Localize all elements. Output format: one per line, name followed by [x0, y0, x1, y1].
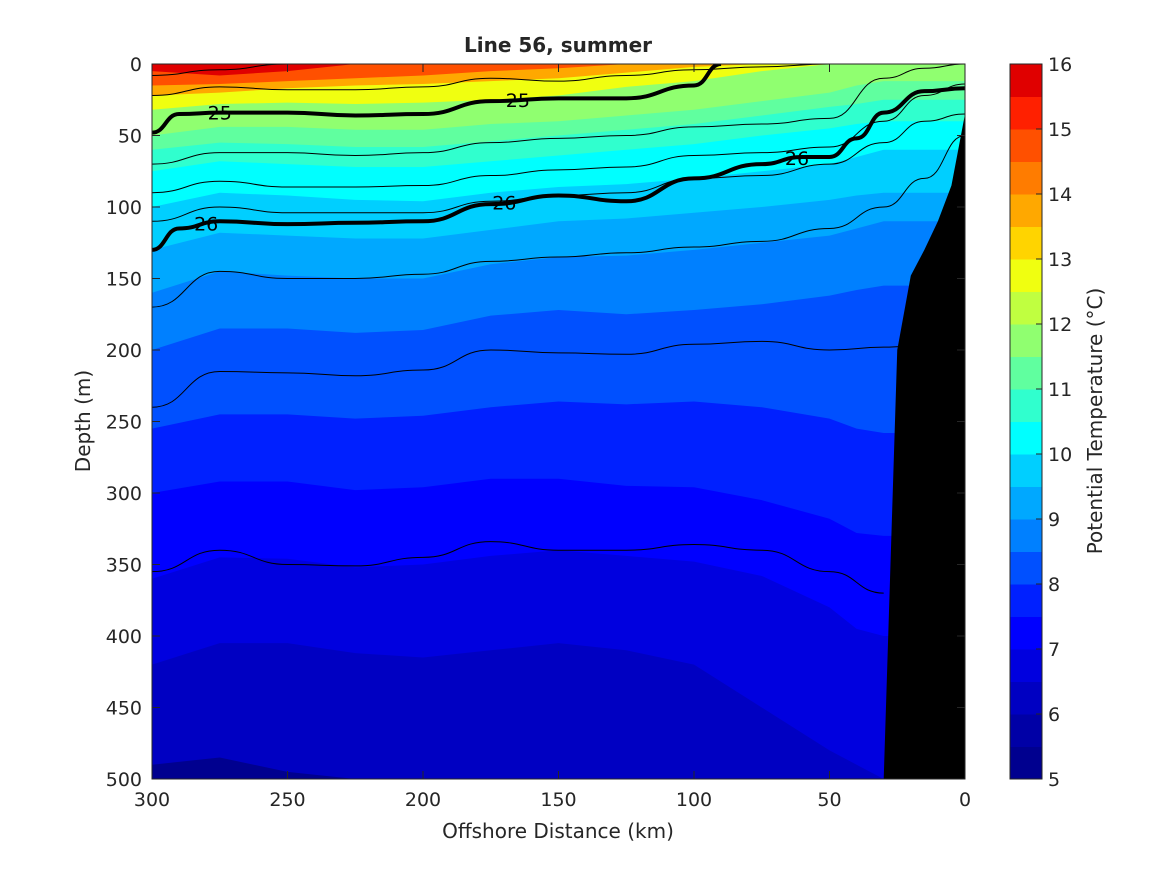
colorbar-tick-label: 16 [1048, 54, 1072, 76]
density-contour-26 [152, 86, 965, 252]
density-contour-thin-5 [152, 135, 965, 308]
colorbar-tick-label: 5 [1048, 769, 1060, 791]
colorbar-swatch [1010, 226, 1042, 260]
temperature-fills [152, 64, 965, 779]
colorbar-swatch [1010, 64, 1042, 97]
colorbar-tick-label: 13 [1048, 249, 1072, 271]
colorbar-swatch [1010, 649, 1042, 682]
colorbar-tick-label: 11 [1048, 379, 1072, 401]
x-tick-label: 150 [540, 789, 576, 811]
colorbar-tick-label: 15 [1048, 119, 1072, 141]
y-tick-label: 500 [106, 769, 142, 791]
colorbar-swatch [1010, 616, 1042, 650]
colorbar-swatch [1010, 291, 1042, 325]
colorbar-frame [1009, 63, 1043, 780]
colorbar-tick-label: 6 [1048, 704, 1060, 726]
colorbar-swatch [1010, 259, 1042, 292]
colorbar-swatch [1010, 519, 1042, 552]
colorbar-swatch [1010, 421, 1042, 455]
x-tick-label: 100 [676, 789, 712, 811]
contour-label-25-0: 25 [208, 103, 232, 125]
y-tick-label: 300 [106, 483, 142, 505]
colorbar-swatch [1010, 96, 1042, 130]
temp-band-15 [152, 64, 965, 76]
y-tick-label: 450 [106, 698, 142, 720]
y-tick-label: 200 [106, 340, 142, 362]
colorbar-swatch [1010, 161, 1042, 195]
x-tick-label: 300 [134, 789, 170, 811]
density-contour-thin-4 [152, 113, 965, 222]
y-tick-label: 400 [106, 626, 142, 648]
y-tick-label: 0 [130, 54, 142, 76]
y-axis-label: Depth (m) [71, 370, 95, 472]
colorbar-swatch [1010, 324, 1042, 357]
density-contour-thin-7 [152, 541, 884, 594]
colorbar-swatch [1010, 389, 1042, 422]
y-tick-label: 150 [106, 269, 142, 291]
colorbar-label: Potential Temperature (°C) [1083, 288, 1107, 555]
x-tick-label: 50 [817, 789, 841, 811]
colorbar-swatch [1010, 746, 1042, 780]
density-contour-thin-1 [152, 64, 965, 96]
colorbar-swatch [1010, 129, 1042, 162]
colorbar-swatch [1010, 584, 1042, 617]
x-tick-label: 200 [405, 789, 441, 811]
colorbar-tick-label: 9 [1048, 509, 1060, 531]
colorbar [1010, 64, 1042, 780]
y-tick-label: 100 [106, 197, 142, 219]
colorbar-swatch [1010, 681, 1042, 715]
contour-label-25-1: 25 [506, 90, 530, 112]
plot-area: 25 25 26 26 26 [152, 64, 965, 779]
colorbar-swatch [1010, 486, 1042, 520]
colorbar-swatch [1010, 194, 1042, 227]
colorbar-ticks: 5 6 7 8 9 10 11 12 13 14 15 16 [1036, 54, 1072, 791]
y-tick-label: 350 [106, 555, 142, 577]
temp-band-14 [152, 64, 965, 86]
density-contour-thin-2 [152, 64, 965, 165]
seafloor-mask [883, 114, 965, 779]
x-axis-label: Offshore Distance (km) [442, 819, 674, 843]
chart-title: Line 56, summer [464, 33, 652, 57]
colorbar-tick-label: 7 [1048, 639, 1060, 661]
density-contour-thin-6 [152, 340, 965, 408]
labeled-density-contours: 25 25 26 26 26 [152, 64, 965, 252]
y-axis-ticks: 0 50 100 150 200 250 300 350 400 450 500 [106, 54, 965, 791]
colorbar-tick-label: 12 [1048, 314, 1072, 336]
y-tick-label: 250 [106, 412, 142, 434]
x-tick-label: 0 [959, 789, 971, 811]
colorbar-tick-label: 14 [1048, 184, 1072, 206]
colorbar-tick-label: 8 [1048, 574, 1060, 596]
colorbar-swatch [1010, 356, 1042, 390]
colorbar-swatch [1010, 454, 1042, 487]
colorbar-tick-label: 10 [1048, 444, 1072, 466]
x-tick-label: 250 [269, 789, 305, 811]
y-tick-label: 50 [118, 126, 142, 148]
contour-label-26-2: 26 [785, 148, 809, 170]
colorbar-swatch [1010, 714, 1042, 747]
colorbar-swatch [1010, 551, 1042, 585]
contour-label-26-1: 26 [492, 192, 516, 214]
density-contour-25 [152, 64, 722, 135]
contour-label-26-0: 26 [194, 214, 218, 236]
x-axis-ticks: 300 250 200 150 100 50 0 [134, 64, 971, 811]
